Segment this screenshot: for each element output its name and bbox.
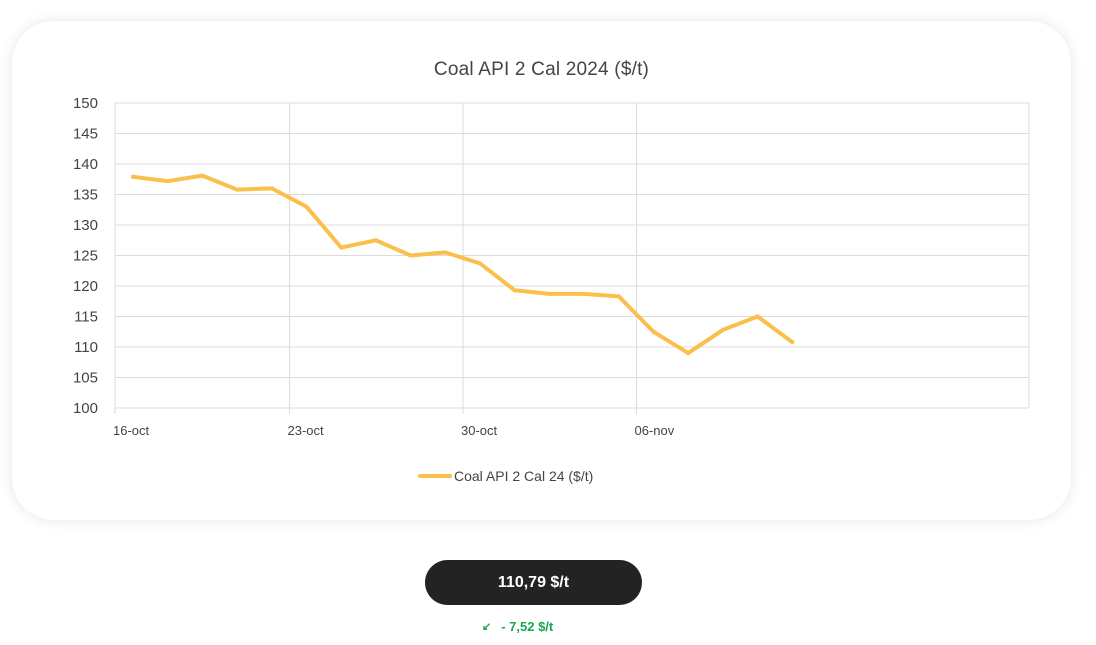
data-point: [235, 187, 240, 192]
y-tick-label: 100: [73, 400, 98, 417]
y-tick-label: 140: [73, 156, 98, 173]
legend-label: Coal API 2 Cal 24 ($/t): [454, 468, 594, 484]
y-tick-label: 145: [73, 126, 98, 143]
price-pill: 110,79 $/t: [425, 560, 642, 605]
chart-title: Coal API 2 Cal 2024 ($/t): [433, 59, 650, 80]
data-point: [651, 329, 656, 334]
x-tick-label: 16-oct: [113, 423, 150, 438]
x-tick-label: 23-oct: [288, 423, 325, 438]
y-tick-label: 115: [74, 309, 98, 326]
arrow-down-left-icon: ↙: [482, 621, 492, 633]
y-tick-label: 135: [73, 187, 98, 204]
data-point: [512, 288, 517, 293]
x-tick-label: 30-oct: [461, 423, 498, 438]
change-value: - 7,52 $/t: [501, 619, 554, 634]
data-point: [755, 314, 760, 319]
data-point: [478, 261, 482, 266]
price-value: 110,79 $/t: [497, 573, 570, 591]
price-change: ↙ - 7,52 $/t: [482, 619, 553, 634]
data-point: [686, 351, 691, 356]
series-line: [131, 173, 795, 356]
data-point: [616, 294, 621, 299]
data-point: [165, 179, 170, 184]
data-point: [720, 327, 725, 332]
y-tick-label: 150: [73, 95, 98, 112]
y-tick-label: 120: [73, 278, 98, 295]
data-point: [443, 250, 448, 255]
y-tick-label: 110: [74, 339, 98, 356]
data-point: [304, 204, 309, 209]
line-chart: 150 145 140 135 130 125 120 115 110 105 100 16-oct 2…: [73, 95, 1030, 438]
data-point: [790, 340, 795, 345]
chart-legend[interactable]: Coal API 2 Cal 24 ($/t): [418, 468, 593, 484]
y-tick-label: 125: [73, 248, 98, 265]
data-point: [582, 291, 587, 296]
legend-swatch: [418, 474, 452, 478]
x-tick-label: 06-nov: [635, 423, 675, 438]
chart-card: Coal API 2 Cal 2024 ($/t) 150 145 140 135 13…: [12, 21, 1071, 520]
data-point: [547, 291, 552, 296]
data-point: [408, 253, 413, 258]
data-point: [131, 174, 135, 179]
data-point: [339, 245, 344, 250]
y-tick-label: 105: [73, 370, 98, 387]
data-point: [200, 173, 205, 178]
data-point: [373, 238, 378, 243]
y-tick-label: 130: [73, 217, 98, 234]
data-point: [269, 186, 274, 191]
